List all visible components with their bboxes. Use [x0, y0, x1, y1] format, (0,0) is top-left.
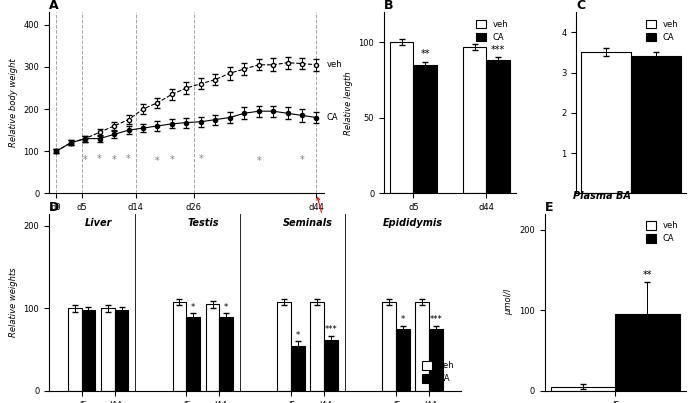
Bar — [486, 60, 510, 193]
Y-axis label: Relative length: Relative length — [344, 71, 353, 135]
Text: *: * — [155, 156, 160, 166]
Bar — [291, 345, 305, 391]
X-axis label: Day of diet: Day of diet — [163, 214, 209, 222]
Bar — [415, 302, 429, 391]
Y-axis label: Relative body weight: Relative body weight — [9, 58, 18, 147]
Bar — [390, 42, 414, 193]
Text: **: ** — [643, 270, 652, 280]
Bar — [414, 65, 437, 193]
Text: Testis: Testis — [187, 218, 218, 228]
Legend: veh, CA: veh, CA — [473, 16, 512, 45]
Text: ***: *** — [325, 325, 337, 334]
Text: *: * — [300, 155, 304, 165]
Legend: veh, CA: veh, CA — [643, 16, 682, 45]
Text: *: * — [97, 154, 102, 164]
Bar — [186, 317, 200, 391]
Text: D: D — [49, 201, 60, 214]
Bar — [68, 308, 81, 391]
Bar — [581, 52, 631, 193]
Bar — [396, 329, 410, 391]
Bar — [551, 387, 615, 391]
Text: B: B — [384, 0, 393, 12]
Y-axis label: Relative weights: Relative weights — [9, 268, 18, 337]
Bar — [429, 329, 442, 391]
Text: *: * — [400, 316, 405, 324]
Text: A: A — [49, 0, 59, 12]
Y-axis label: μmol/l: μmol/l — [505, 289, 514, 316]
Bar — [463, 47, 486, 193]
Text: Seminals: Seminals — [283, 218, 332, 228]
Text: *: * — [83, 155, 88, 165]
Text: C: C — [576, 0, 585, 12]
Bar — [81, 310, 95, 391]
Bar — [615, 314, 680, 391]
Bar — [101, 308, 115, 391]
Text: Plasma BA: Plasma BA — [573, 191, 631, 202]
Text: ***: *** — [430, 316, 442, 324]
Bar — [382, 302, 396, 391]
Bar — [206, 304, 219, 391]
Text: *: * — [191, 303, 195, 312]
Text: Fertility test: Fertility test — [302, 197, 345, 224]
Bar — [310, 302, 324, 391]
Text: E: E — [545, 201, 553, 214]
Bar — [277, 302, 291, 391]
Legend: veh, CA: veh, CA — [419, 358, 457, 387]
Bar — [324, 340, 338, 391]
Text: *: * — [256, 156, 261, 166]
Text: *: * — [224, 303, 228, 312]
Legend: veh, CA: veh, CA — [643, 218, 682, 247]
Text: *: * — [169, 155, 174, 165]
Text: Liver: Liver — [85, 218, 112, 228]
Text: *: * — [112, 155, 116, 165]
Text: **: ** — [420, 50, 430, 59]
Bar — [219, 317, 233, 391]
Text: CA: CA — [327, 113, 338, 122]
Text: *: * — [296, 331, 300, 340]
Bar — [115, 310, 128, 391]
Text: *: * — [126, 154, 131, 164]
Text: ***: *** — [491, 45, 505, 55]
Text: *: * — [198, 154, 203, 164]
Bar — [172, 302, 186, 391]
Bar — [631, 56, 681, 193]
Text: veh: veh — [327, 60, 342, 69]
Text: Epididymis: Epididymis — [382, 218, 442, 228]
